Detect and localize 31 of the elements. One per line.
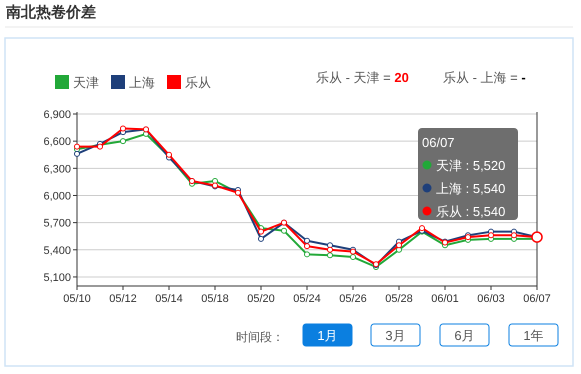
button: 6月: [440, 324, 490, 346]
y-tick-label: 6,600: [43, 136, 71, 148]
legend-label: 天津: [73, 75, 99, 90]
x-tick-label: 06/01: [431, 293, 459, 305]
legend-label: 乐从: [185, 75, 211, 90]
y-tick-label: 5,700: [43, 218, 71, 230]
x-tick-label: 05/10: [63, 293, 91, 305]
x-tick-label: 05/28: [385, 293, 413, 305]
x-tick-label: 05/20: [247, 293, 275, 305]
text: 乐从 - 上海 = -: [443, 70, 526, 85]
x-tick-label: 05/26: [339, 293, 367, 305]
annotation: 06/07 天津 : 5,520 上海 : 5,540 乐从 : 5,540: [422, 135, 506, 219]
x-tick-label: 06/03: [477, 293, 505, 305]
x-tick-label: 05/14: [155, 293, 183, 305]
button: 1年: [508, 324, 558, 346]
y-tick-label: 6,300: [43, 163, 71, 176]
text: 乐从 - 天津 = 20: [316, 70, 409, 85]
text: 时间段：: [236, 330, 284, 344]
tooltip: 06/07 天津 : 5,520 上海 : 5,540 乐从 : 5,540: [418, 128, 518, 220]
y-tick-label: 5,100: [43, 272, 71, 284]
y-tick-label: 6,000: [43, 190, 71, 202]
legend-label: 上海: [129, 75, 155, 90]
x-tick-label: 06/07: [523, 293, 551, 305]
chart-title: 南北热卷价差: [5, 4, 96, 21]
x-tick-label: 05/24: [293, 293, 321, 305]
x-tick-label: 05/18: [201, 293, 229, 305]
button: 1月: [302, 324, 352, 346]
x-tick-label: 05/12: [109, 293, 137, 305]
y-tick-label: 5,400: [43, 244, 71, 257]
button: 3月: [370, 324, 420, 346]
y-tick-label: 6,900: [43, 109, 71, 121]
